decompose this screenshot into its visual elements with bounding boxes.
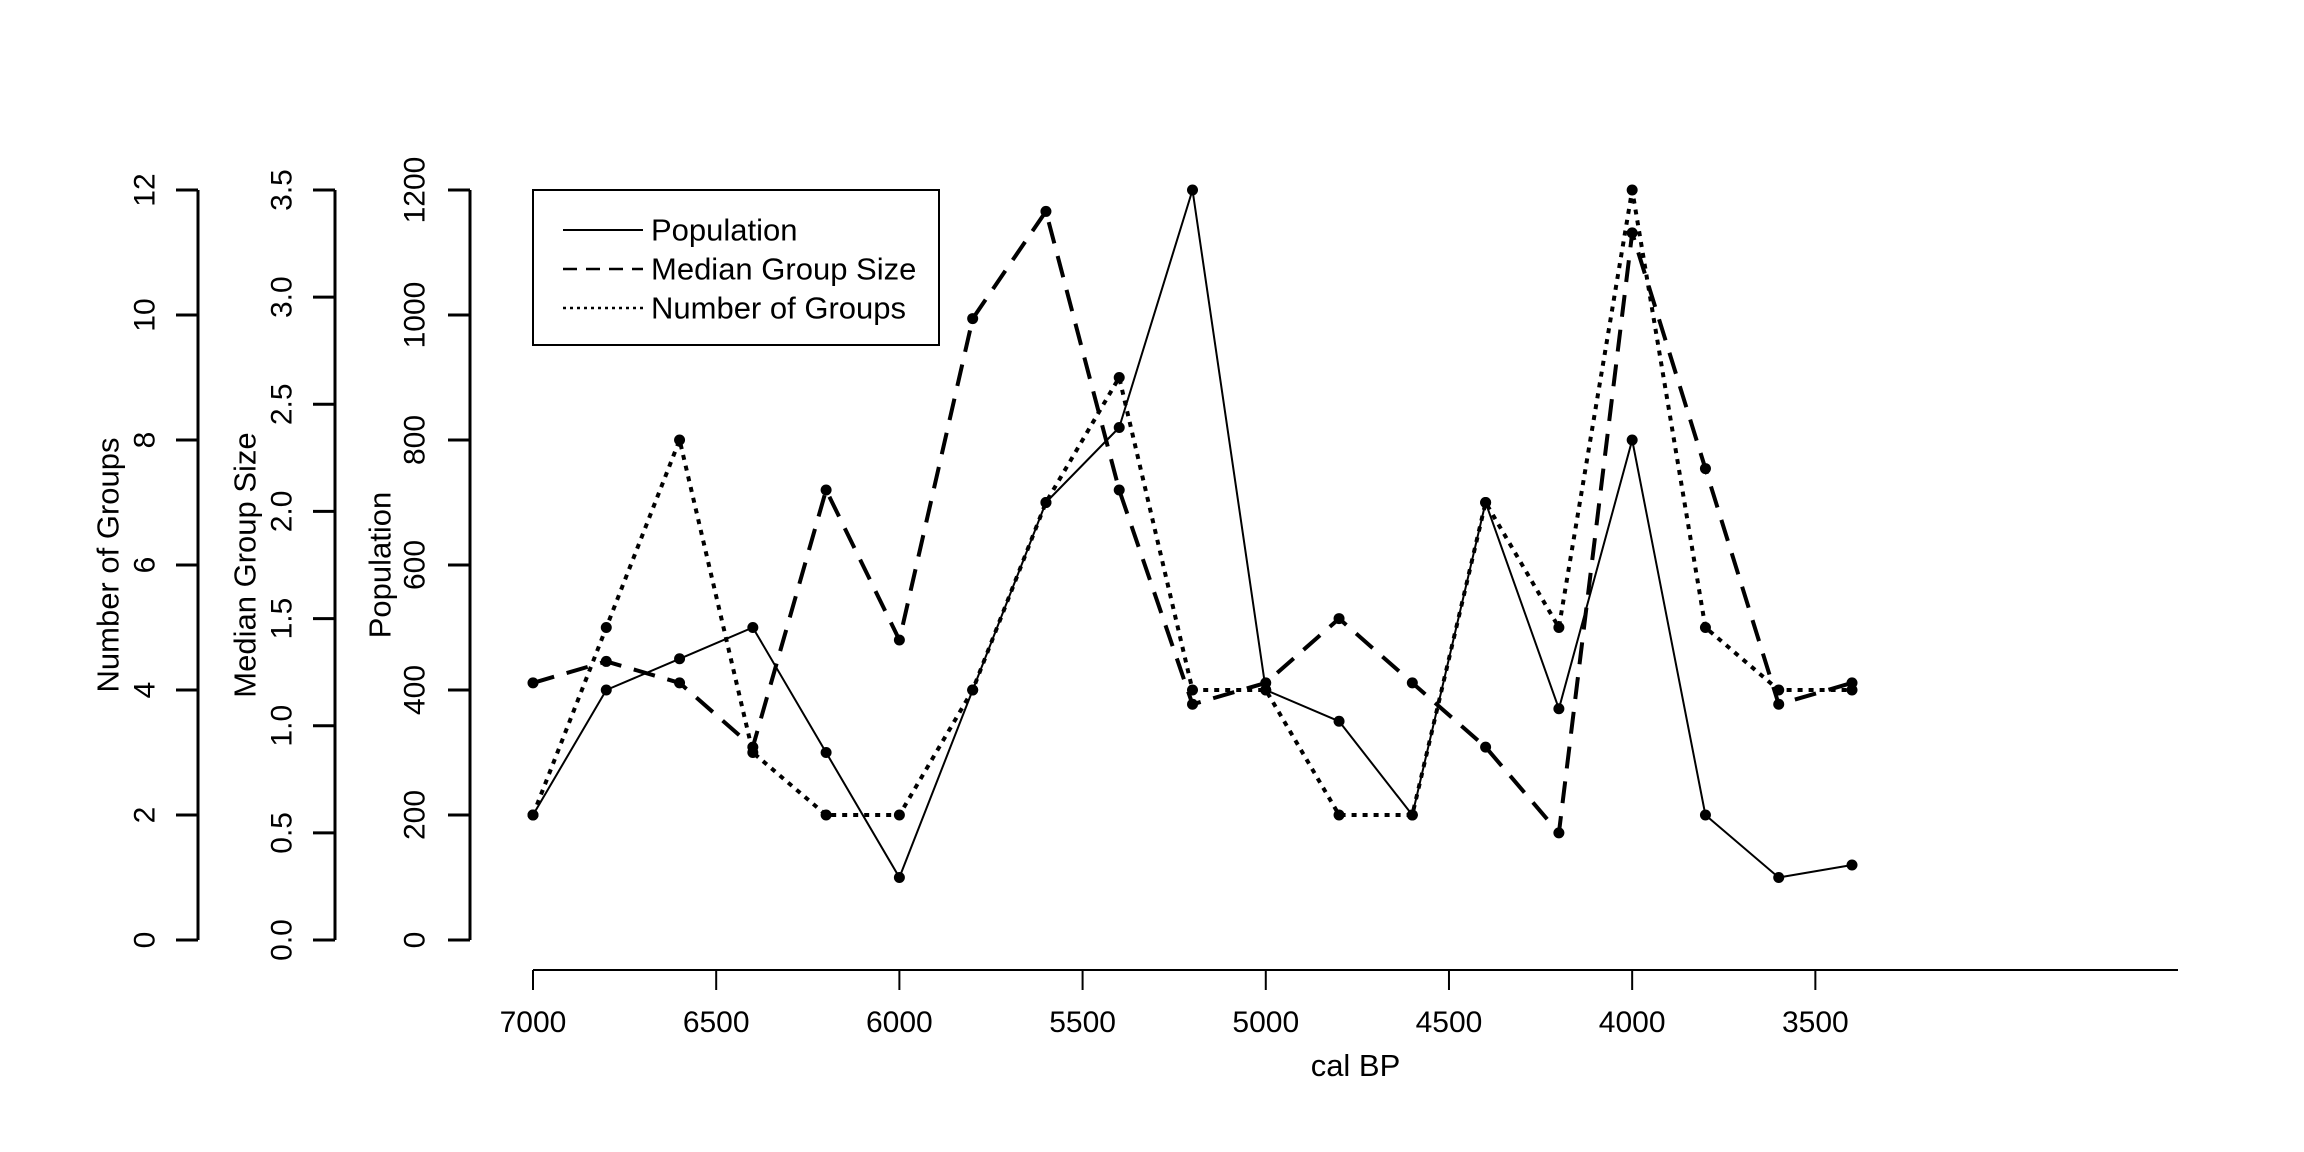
median-group-size-tick-label: 1.0: [266, 705, 299, 747]
x-tick-label: 6500: [683, 1006, 750, 1039]
median-group-size-axis-title: Median Group Size: [228, 432, 263, 697]
number-of-groups-point: [747, 747, 759, 758]
population-point: [893, 872, 905, 883]
x-axis: 7000 6500 6000 5500 5000 4500 4000 3500 cal BP: [500, 969, 2178, 1083]
median-group-size-tick-label: 2.5: [266, 383, 299, 425]
number-of-groups-point: [1040, 497, 1052, 508]
number-of-groups-point: [1846, 684, 1858, 696]
series-layer: [527, 184, 1858, 883]
number-of-groups-point: [1626, 184, 1638, 196]
median-group-size-point: [1553, 827, 1565, 839]
median-group-size-point: [1773, 698, 1785, 710]
number-of-groups-point: [1699, 622, 1711, 633]
population-point: [1333, 715, 1345, 727]
median-group-size-tick-label: 0.0: [266, 919, 299, 961]
median-group-size-point: [1406, 677, 1418, 689]
median-group-size-point: [1699, 463, 1711, 475]
population-axis: 0 200 400 600 800 1000 1200 Population: [363, 157, 472, 949]
population-point: [1553, 703, 1565, 715]
number-of-groups-tick-label: 12: [129, 173, 162, 206]
population-point: [600, 684, 612, 696]
axes-layer: 0 200 400 600 800 1000 1200 Population 0.0 0.5 1.0…: [91, 157, 2178, 1083]
median-group-size-point: [600, 655, 612, 667]
median-group-size-point: [527, 677, 539, 689]
number-of-groups-axis-title: Number of Groups: [91, 438, 126, 693]
population-tick-label: 1200: [399, 157, 432, 224]
median-group-size-point: [893, 634, 905, 646]
population-point: [1699, 809, 1711, 821]
median-group-size-tick-label: 3.0: [266, 276, 299, 318]
legend-label-number-of-groups: Number of Groups: [651, 291, 906, 326]
legend-label-population: Population: [651, 213, 798, 248]
number-of-groups-point: [1113, 372, 1125, 383]
median-group-size-point: [1040, 205, 1052, 217]
number-of-groups-point: [1480, 497, 1492, 508]
number-of-groups-tick-label: 6: [129, 557, 162, 574]
population-point: [1187, 184, 1198, 196]
population-tick-label: 400: [399, 665, 432, 715]
x-tick-label: 6000: [866, 1006, 933, 1039]
number-of-groups-point: [527, 809, 539, 821]
x-tick-label: 4000: [1599, 1006, 1666, 1039]
number-of-groups-tick-label: 0: [129, 932, 162, 949]
median-group-size-point: [967, 313, 979, 325]
number-of-groups-point: [893, 809, 905, 821]
population-tick-label: 600: [399, 540, 432, 590]
median-group-size-tick-label: 3.5: [266, 169, 299, 211]
x-tick-label: 4500: [1416, 1006, 1483, 1039]
population-point: [747, 622, 759, 633]
number-of-groups-point: [600, 622, 612, 633]
number-of-groups-point: [1333, 809, 1345, 821]
number-of-groups-tick-label: 4: [129, 682, 162, 699]
number-of-groups-axis: 0 2 4 6 8 10 12 Number of Groups: [91, 173, 200, 949]
number-of-groups-point: [1553, 622, 1565, 633]
legend-box: [532, 189, 940, 346]
number-of-groups-point: [1406, 809, 1418, 821]
median-group-size-point: [674, 677, 686, 689]
population-point: [674, 653, 686, 665]
legend-label-median-group-size: Median Group Size: [651, 252, 916, 287]
x-tick-label: 7000: [500, 1006, 567, 1039]
median-group-size-tick-label: 0.5: [266, 812, 299, 854]
number-of-groups-point: [1773, 684, 1785, 696]
median-group-size-point: [1187, 698, 1198, 710]
median-group-size-tick-label: 1.5: [266, 598, 299, 640]
population-point: [1626, 434, 1638, 446]
number-of-groups-tick-label: 2: [129, 807, 162, 824]
population-point: [1846, 859, 1858, 871]
population-tick-label: 800: [399, 415, 432, 465]
number-of-groups-point: [967, 684, 979, 696]
median-group-size-point: [1480, 741, 1492, 753]
population-tick-label: 1000: [399, 282, 432, 349]
number-of-groups-series: [527, 184, 1858, 821]
population-point: [820, 747, 832, 758]
x-axis-title: cal BP: [1311, 1048, 1401, 1083]
number-of-groups-tick-label: 8: [129, 432, 162, 449]
x-tick-label: 3500: [1782, 1006, 1849, 1039]
number-of-groups-point: [1187, 684, 1198, 696]
median-group-size-point: [1626, 227, 1638, 239]
number-of-groups-point: [820, 809, 832, 821]
median-group-size-point: [1333, 613, 1345, 625]
population-point: [1773, 872, 1785, 883]
number-of-groups-tick-label: 10: [129, 298, 162, 331]
x-tick-label: 5000: [1232, 1006, 1299, 1039]
median-group-size-point: [1113, 484, 1125, 496]
median-group-size-tick-label: 2.0: [266, 491, 299, 533]
median-group-size-point: [820, 484, 832, 496]
median-group-size-axis: 0.0 0.5 1.0 1.5 2.0 2.5 3.0 3.5 Median Group Siz…: [228, 169, 337, 961]
legend: Population Median Group Size Number of Gro…: [532, 189, 940, 346]
number-of-groups-point: [1260, 684, 1272, 696]
number-of-groups-point: [674, 434, 686, 446]
x-tick-label: 5500: [1049, 1006, 1116, 1039]
population-axis-title: Population: [363, 492, 398, 639]
population-tick-label: 0: [399, 932, 432, 949]
population-point: [1113, 422, 1125, 433]
population-tick-label: 200: [399, 790, 432, 840]
